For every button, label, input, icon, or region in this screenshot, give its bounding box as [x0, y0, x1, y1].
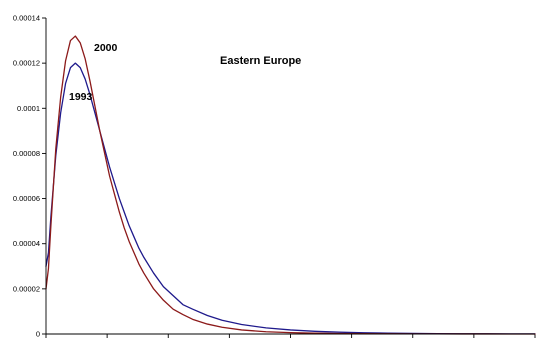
series-line-2000 — [45, 35, 536, 335]
y-axis-ticks: 0 0.00002 0.00004 0.00006 0.00008 0.0001 0.000… — [13, 14, 46, 339]
series-layer — [45, 35, 536, 335]
y-tick-label: 0 — [36, 330, 40, 339]
series-line-1993 — [45, 62, 536, 335]
y-tick-label: 0.00014 — [13, 14, 40, 23]
y-tick-label: 0.00012 — [13, 59, 40, 68]
y-tick-label: 0.00004 — [13, 239, 40, 248]
y-tick-label: 0.00006 — [13, 194, 40, 203]
y-tick-label: 0.00008 — [13, 149, 40, 158]
annotation-2000: 2000 — [94, 42, 118, 54]
y-tick-label: 0.0001 — [17, 104, 40, 113]
annotation-1993: 1993 — [69, 91, 93, 103]
x-axis-ticks — [45, 334, 536, 338]
y-tick-label: 0.00002 — [13, 284, 40, 293]
chart-title: Eastern Europe — [220, 55, 301, 67]
